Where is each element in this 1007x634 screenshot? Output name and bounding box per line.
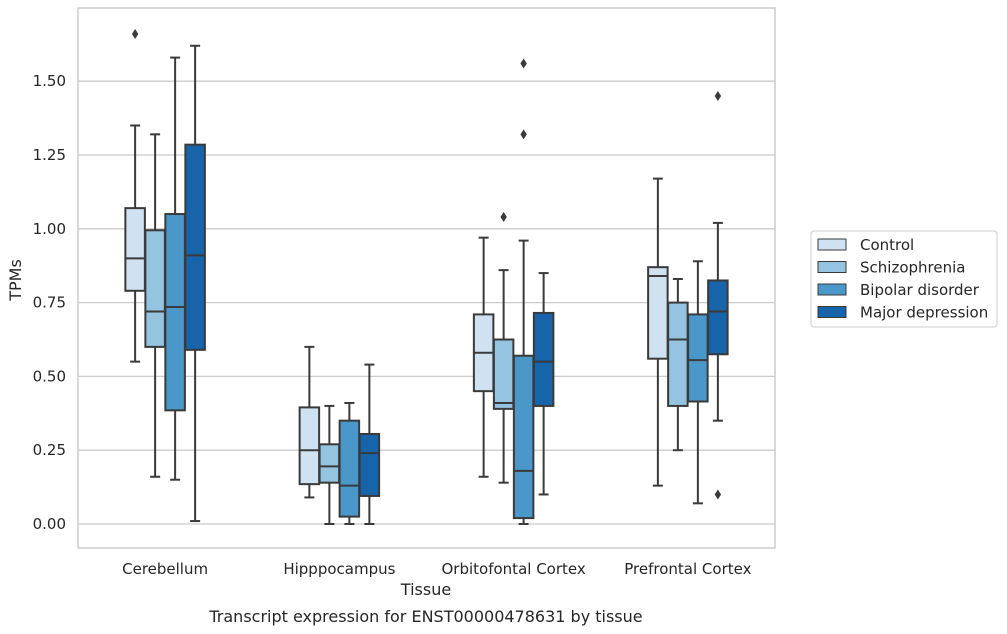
box-body [298,406,321,486]
box-body [707,279,729,356]
outlier-point [520,129,527,140]
x-tick-label: Cerebellum [122,560,208,578]
outlier-point [131,28,139,39]
box-body [164,213,186,412]
y-tick-label: 0.00 [33,515,66,533]
box-body [144,229,166,348]
x-axis-label: Tissue [400,580,451,599]
box-control [298,345,321,499]
x-tick-label: Orbitofontal Cortex [442,560,586,578]
legend-label: Schizophrenia [860,259,965,277]
y-tick-label: 0.75 [33,294,66,312]
legend: Control Schizophrenia Bipolar disorder Majo… [810,230,998,328]
y-tick-label: 0.25 [33,441,66,459]
box-major-depression [707,90,729,500]
y-tick-label: 0.50 [33,367,66,385]
y-tick-label: 1.50 [33,72,66,90]
legend-swatch [817,238,847,251]
y-tick-label: 1.00 [33,220,66,238]
box-schizophrenia [144,133,166,478]
box-body [124,207,146,292]
box-body [532,311,555,407]
box-control [124,28,146,363]
box-body [687,313,709,403]
box-body [647,266,669,360]
box-bipolar-disorder [687,260,709,505]
box-bipolar-disorder [512,58,535,525]
box-schizophrenia [667,277,689,452]
box-major-depression [184,44,206,523]
legend-label: Major depression [860,304,988,322]
legend-swatch [817,283,847,296]
legend-swatch [817,306,847,318]
legend-swatch [817,261,847,273]
box-body [667,301,689,407]
outlier-point [714,90,722,101]
chart-caption: Transcript expression for ENST0000047863… [208,607,642,626]
outlier-point [714,489,722,500]
legend-frame [810,230,998,328]
box-bipolar-disorder [338,401,361,525]
x-tick-label: Prefrontal Cortex [624,560,751,578]
box-schizophrenia [318,404,341,525]
box-body [512,354,535,520]
y-tick-label: 1.25 [33,146,66,164]
box-major-depression [532,272,555,496]
box-body [318,443,341,484]
legend-label: Bipolar disorder [860,281,980,299]
box-body [492,338,515,410]
x-tick-labels: Cerebellum Hipppocampus Orbitofontal Corte… [122,560,751,578]
x-tick-label: Hipppocampus [283,560,395,578]
outlier-point [500,211,507,222]
box-control [647,177,669,487]
plot-area [77,7,776,549]
y-tick-labels: 0.00 0.25 0.50 0.75 1.00 1.25 1.50 [33,72,66,533]
box-groups [124,28,729,525]
box-major-depression [358,363,381,525]
plot-frame [77,7,776,549]
box-control [472,236,495,478]
legend-label: Control [860,236,914,254]
outlier-point [520,58,527,69]
box-body [338,419,361,518]
box-schizophrenia [492,211,515,484]
box-body [358,432,381,497]
box-bipolar-disorder [164,56,186,481]
y-axis-label: TPMs [6,259,25,302]
box-body [184,143,206,351]
